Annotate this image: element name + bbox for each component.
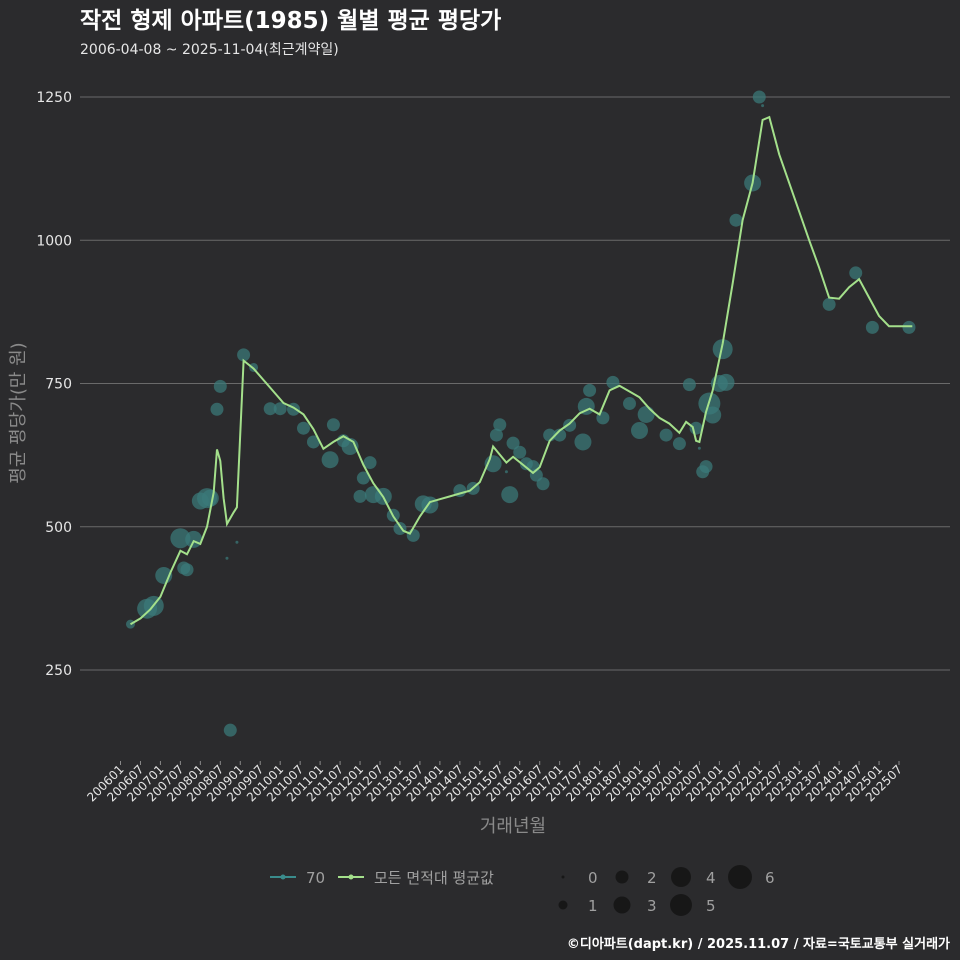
y-tick-label: 250	[45, 663, 72, 679]
y-tick-label: 1000	[36, 233, 72, 249]
average-line	[129, 115, 913, 626]
scatter-point	[321, 451, 339, 469]
scatter-point	[822, 297, 836, 311]
legend-size-key-6	[728, 865, 752, 889]
y-tick-label: 750	[45, 377, 72, 393]
scatter-point	[574, 433, 592, 451]
scatter-point	[273, 402, 287, 416]
scatter-point	[185, 530, 203, 548]
y-tick-label: 1250	[36, 90, 72, 106]
legend-size-label-3: 3	[647, 897, 657, 915]
scatter-points	[125, 90, 916, 737]
y-axis-label: 평균 평당가(만 원)	[8, 342, 29, 483]
scatter-point	[583, 383, 597, 397]
legend-label-average: 모든 면적대 평균값	[374, 869, 494, 887]
scatter-point	[712, 339, 733, 360]
scatter-point	[672, 437, 686, 451]
scatter-point	[306, 435, 320, 449]
legend-key-average-dot	[348, 874, 354, 880]
scatter-point	[393, 521, 407, 535]
legend-size-key-3	[613, 896, 631, 914]
scatter-point	[659, 428, 673, 442]
scatter-point	[263, 402, 277, 416]
scatter-point	[489, 428, 503, 442]
legend-size-label-2: 2	[647, 869, 657, 887]
y-tick-label: 500	[45, 520, 72, 536]
scatter-point	[180, 563, 194, 577]
legend-size-label-1: 1	[588, 897, 598, 915]
y-tick-labels: 250 500 750 1000 1250	[36, 90, 72, 679]
scatter-point	[225, 556, 229, 560]
scatter-point	[213, 379, 227, 393]
scatter-point	[326, 418, 340, 432]
caption: ©디아파트(dapt.kr) / 2025.11.07 / 자료=국토교통부 실…	[567, 936, 950, 952]
scatter-point	[493, 418, 507, 432]
scatter-point	[704, 406, 722, 424]
legend-size-key-2	[615, 870, 629, 884]
legend-size-key-5	[670, 894, 692, 916]
scatter-point	[353, 489, 367, 503]
scatter-point	[536, 477, 550, 491]
scatter-point	[631, 421, 648, 439]
scatter-point	[356, 471, 370, 485]
scatter-point	[682, 378, 696, 392]
scatter-point	[849, 266, 863, 280]
legend-key-70-dot	[280, 874, 286, 880]
scatter-point	[717, 373, 735, 391]
scatter-point	[506, 436, 520, 450]
chart-title: 작전 형제 아파트(1985) 월별 평균 평당가	[80, 8, 501, 34]
scatter-point	[577, 397, 595, 415]
scatter-point	[235, 540, 239, 544]
x-tick-labels: 2006012006072007012007072008012008072009…	[84, 761, 905, 805]
legend-label-70: 70	[306, 869, 325, 887]
legend-size-label-6: 6	[765, 869, 775, 887]
scatter-point	[902, 320, 916, 334]
scatter-point	[729, 213, 743, 227]
scatter-point	[501, 486, 519, 504]
legend-size-key-1	[558, 900, 568, 910]
scatter-point	[210, 402, 224, 416]
legend-size-key-0	[561, 875, 565, 879]
x-axis-label: 거래년월	[480, 816, 546, 837]
scatter-point	[563, 418, 577, 432]
scatter-point	[406, 528, 420, 542]
scatter-point	[363, 456, 377, 470]
scatter-point	[504, 470, 508, 474]
scatter-point	[606, 375, 620, 389]
scatter-point	[761, 104, 765, 108]
legend-size-key-4	[671, 867, 691, 887]
scatter-point	[865, 320, 879, 334]
scatter-point	[553, 428, 567, 442]
chart-subtitle: 2006-04-08 ~ 2025-11-04(최근계약일)	[80, 42, 339, 58]
scatter-point	[201, 489, 219, 507]
scatter-point	[223, 723, 237, 737]
scatter-point	[752, 90, 766, 104]
legend-size-label-4: 4	[706, 869, 716, 887]
gridlines	[80, 96, 950, 671]
scatter-point	[237, 348, 251, 362]
scatter-point	[513, 445, 527, 459]
legend: 70 모든 면적대 평균값 0 1 2 3 4 5 6	[270, 865, 775, 916]
scatter-point	[170, 528, 191, 549]
legend-size-label-0: 0	[588, 869, 598, 887]
scatter-point	[697, 446, 701, 450]
scatter-point	[296, 421, 310, 435]
legend-size-label-5: 5	[706, 897, 716, 915]
scatter-point	[699, 460, 713, 474]
scatter-point	[623, 397, 637, 411]
scatter-point	[637, 405, 655, 423]
